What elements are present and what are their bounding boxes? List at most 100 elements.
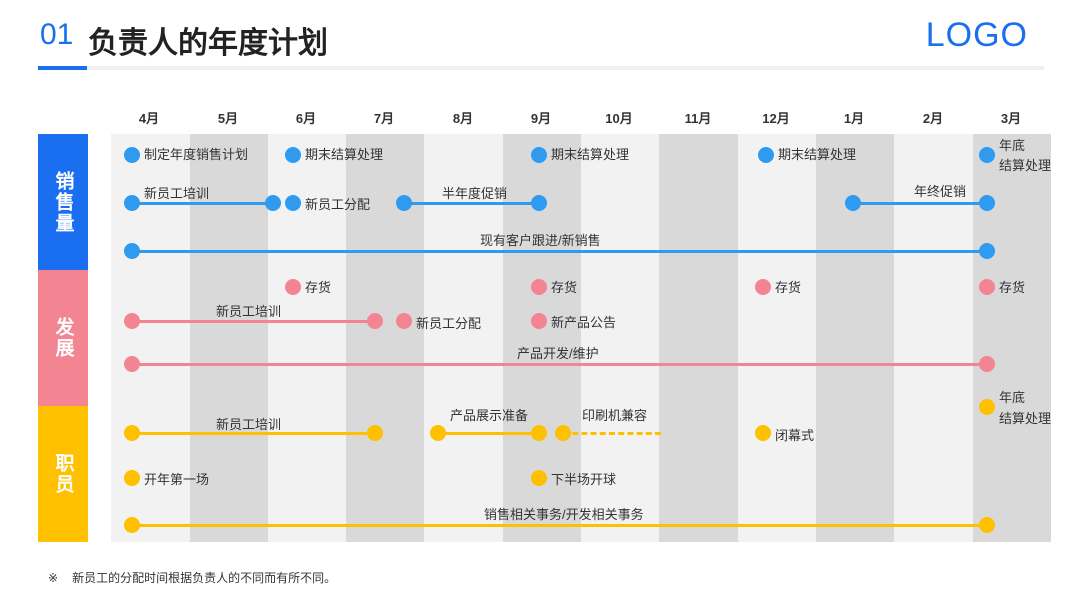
timeline-bar [132, 524, 987, 527]
timeline-bar [132, 432, 375, 435]
event-label: 期末结算处理 [305, 147, 384, 162]
event-label: 存货 [775, 280, 802, 295]
milestone-dot [367, 425, 383, 441]
timeline-bar [438, 432, 539, 435]
month-column [581, 134, 659, 542]
milestone-dot [367, 313, 383, 329]
event-label: 新员工培训 [144, 186, 210, 201]
event-label: 闭幕式 [775, 428, 815, 443]
timeline-bar [132, 363, 987, 366]
milestone-dot [124, 195, 140, 211]
milestone-dot [285, 279, 301, 295]
milestone-dot [430, 425, 446, 441]
event-label: 结算处理 [999, 411, 1052, 426]
timeline-bar [132, 320, 375, 323]
event-label: 产品开发/维护 [517, 346, 599, 361]
milestone-dot [755, 425, 771, 441]
milestone-dot [265, 195, 281, 211]
milestone-dot [979, 147, 995, 163]
milestone-dot [396, 195, 412, 211]
event-label: 年底 [999, 390, 1026, 405]
event-label: 现有客户跟进/新销售 [480, 233, 601, 248]
milestone-dot [979, 399, 995, 415]
event-label: 新产品公告 [551, 315, 617, 330]
timeline-bar [404, 202, 539, 205]
milestone-dot [755, 279, 771, 295]
event-label: 下半场开球 [551, 472, 617, 487]
milestone-dot [555, 425, 571, 441]
event-label: 新员工分配 [416, 316, 482, 331]
month-label: 8月 [452, 111, 474, 126]
month-column [346, 134, 424, 542]
event-label: 存货 [551, 280, 578, 295]
event-label: 存货 [999, 280, 1026, 295]
milestone-dot [285, 147, 301, 163]
event-label: 开年第一场 [144, 472, 210, 487]
event-label: 期末结算处理 [778, 147, 857, 162]
category-band-development: 发展 [38, 270, 88, 406]
milestone-dot [979, 517, 995, 533]
event-label: 年终促销 [914, 184, 967, 199]
milestone-dot [979, 279, 995, 295]
milestone-dot [124, 356, 140, 372]
month-label: 7月 [373, 111, 395, 126]
event-label: 新员工培训 [216, 304, 282, 319]
milestone-dot [124, 313, 140, 329]
milestone-dot [531, 279, 547, 295]
event-label: 制定年度销售计划 [144, 147, 249, 162]
milestone-dot [979, 195, 995, 211]
event-label: 新员工培训 [216, 417, 282, 432]
month-label: 5月 [217, 111, 239, 126]
event-label: 产品展示准备 [450, 408, 529, 423]
milestone-dot [396, 313, 412, 329]
event-label: 销售相关事务/开发相关事务 [484, 507, 644, 522]
month-label: 3月 [1000, 111, 1022, 126]
title-divider-accent [38, 66, 87, 70]
milestone-dot [979, 243, 995, 259]
month-label: 11月 [684, 111, 712, 126]
footnote-text: 新员工的分配时间根据负责人的不同而有所不同。 [72, 571, 337, 585]
milestone-dot [531, 470, 547, 486]
timeline-bar [132, 202, 273, 205]
milestone-dot [845, 195, 861, 211]
timeline-bar-dashed [563, 432, 661, 435]
title-divider [38, 66, 1044, 70]
milestone-dot [124, 470, 140, 486]
timeline-bar [132, 250, 987, 253]
month-label: 6月 [295, 111, 317, 126]
event-label: 半年度促销 [442, 186, 508, 201]
milestone-dot [124, 425, 140, 441]
month-label: 4月 [138, 111, 160, 126]
category-band-sales: 销售量 [38, 134, 88, 270]
month-column [268, 134, 346, 542]
month-column [738, 134, 816, 542]
footnote: ※ 新员工的分配时间根据负责人的不同而有所不同。 [48, 569, 336, 586]
milestone-dot [758, 147, 774, 163]
month-label: 12月 [762, 111, 790, 126]
footnote-mark: ※ [48, 571, 59, 585]
section-number: 01 [40, 18, 74, 51]
milestone-dot [531, 425, 547, 441]
category-band-staff: 职员 [38, 406, 88, 542]
month-column [659, 134, 738, 542]
month-label: 10月 [605, 111, 633, 126]
event-label: 存货 [305, 280, 332, 295]
timeline-bar [853, 202, 987, 205]
milestone-dot [124, 147, 140, 163]
milestone-dot [124, 517, 140, 533]
milestone-dot [124, 243, 140, 259]
month-label: 9月 [530, 111, 552, 126]
event-label: 结算处理 [999, 158, 1052, 173]
event-label: 年底 [999, 138, 1026, 153]
milestone-dot [531, 195, 547, 211]
milestone-dot [979, 356, 995, 372]
milestone-dot [531, 313, 547, 329]
page-title: 负责人的年度计划 [88, 27, 328, 60]
milestone-dot [531, 147, 547, 163]
logo: LOGO [925, 16, 1028, 54]
month-label: 1月 [843, 111, 865, 126]
milestone-dot [285, 195, 301, 211]
event-label: 期末结算处理 [551, 147, 630, 162]
event-label: 印刷机兼容 [582, 408, 648, 423]
month-label: 2月 [922, 111, 944, 126]
